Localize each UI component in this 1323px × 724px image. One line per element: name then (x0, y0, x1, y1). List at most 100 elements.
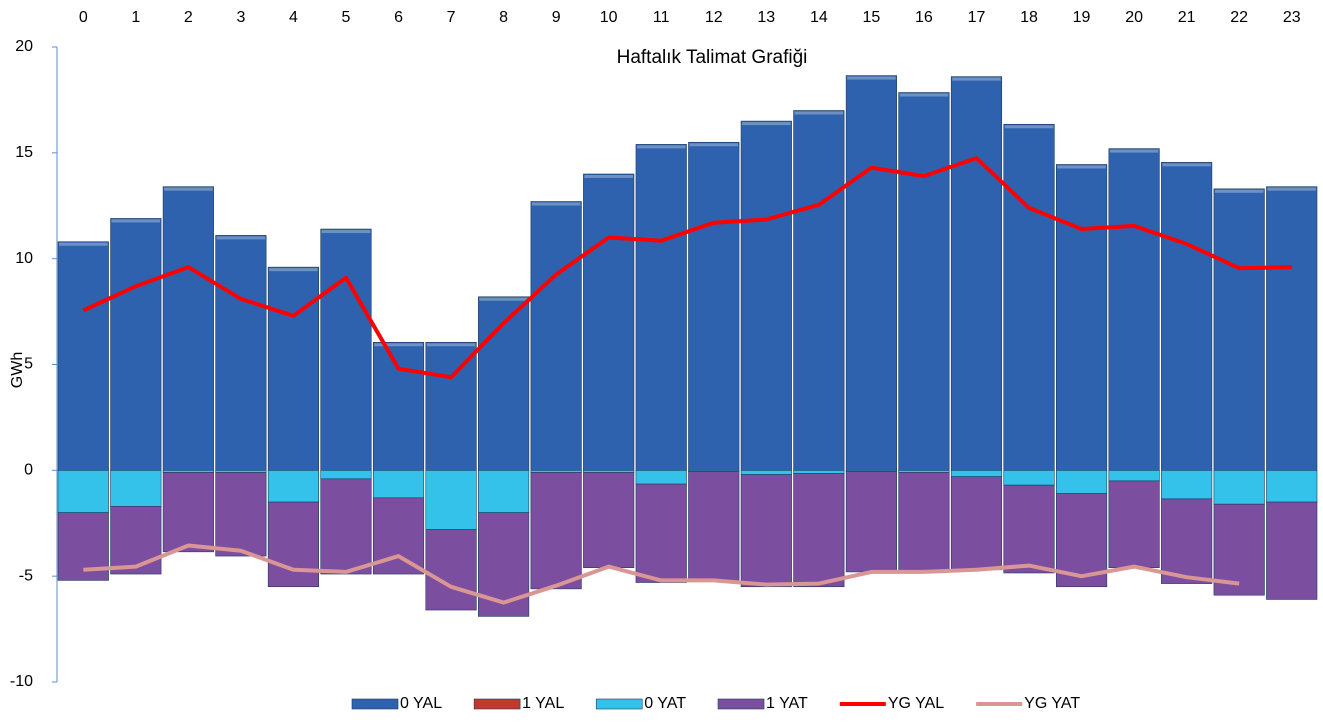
bar (583, 470, 635, 473)
bar-highlight (952, 77, 1001, 81)
bar (1003, 484, 1055, 574)
bar (215, 470, 267, 473)
bar (1108, 148, 1160, 471)
bar (950, 476, 1003, 571)
bar-highlight (636, 145, 686, 149)
y-tick-label: 5 (24, 356, 33, 373)
bar (845, 75, 897, 471)
bar (1003, 123, 1055, 471)
bar (425, 529, 477, 611)
x-tick-label: 6 (394, 9, 403, 26)
x-tick-label: 17 (968, 9, 986, 26)
bar (162, 472, 214, 553)
bar-highlight (847, 76, 896, 80)
bar (1266, 470, 1318, 503)
bar (215, 235, 267, 471)
line (83, 543, 1240, 605)
bar (57, 470, 109, 513)
legend-label: 0 YAT (644, 695, 686, 712)
y-axis-label: GWh (9, 352, 26, 388)
bar (635, 144, 687, 471)
bar (162, 470, 214, 473)
bar (1055, 164, 1108, 471)
bar (372, 341, 425, 471)
bar (57, 241, 109, 471)
bar (1161, 498, 1213, 584)
bar-highlight (742, 122, 791, 126)
bar (162, 186, 214, 471)
bar (740, 474, 792, 588)
y-tick-label: -10 (10, 673, 33, 690)
x-tick-label: 18 (1020, 9, 1038, 26)
bar (583, 173, 635, 471)
x-tick-label: 4 (289, 9, 298, 26)
bar (583, 472, 635, 569)
x-tick-label: 3 (236, 9, 245, 26)
x-tick-label: 14 (810, 9, 828, 26)
bar-highlight (216, 236, 266, 240)
bar (110, 506, 162, 575)
x-tick-label: 16 (915, 9, 933, 26)
bar (793, 470, 845, 474)
bar (1161, 470, 1213, 500)
chart-title: Haftalık Talimat Grafiği (617, 47, 808, 68)
bar (898, 92, 950, 471)
bar-highlight (1267, 187, 1316, 191)
bar (1108, 480, 1160, 568)
bar (635, 470, 687, 485)
legend-swatch (473, 698, 521, 710)
bar-highlight (164, 187, 213, 191)
bar (1108, 470, 1160, 482)
legend-swatch (351, 698, 399, 710)
bar (425, 470, 477, 530)
bar (1161, 162, 1213, 471)
bar (320, 228, 372, 471)
legend-label: 0 YAL (400, 695, 442, 712)
x-tick-label: 1 (131, 9, 140, 26)
bar-highlight (531, 202, 581, 206)
y-tick-label: -5 (19, 567, 33, 584)
bar-highlight (111, 219, 161, 223)
x-tick-label: 5 (342, 9, 351, 26)
bar-highlight (479, 297, 528, 301)
bar (372, 470, 425, 499)
bar-highlight (584, 175, 633, 178)
bar (898, 472, 950, 573)
bar (478, 470, 530, 513)
bar (1266, 186, 1318, 471)
x-tick-label: 23 (1283, 9, 1301, 26)
legend-label: 1 YAL (522, 695, 564, 712)
bar (267, 501, 320, 588)
bar-highlight (1057, 165, 1106, 169)
x-tick-label: 15 (862, 9, 880, 26)
bar (1213, 470, 1265, 505)
legend-swatch (595, 698, 643, 710)
bar-highlight (59, 242, 108, 246)
bar (1003, 470, 1055, 486)
bar (950, 470, 1003, 477)
x-tick-label: 10 (600, 9, 618, 26)
bar (110, 470, 162, 507)
y-tick-label: 20 (15, 38, 33, 55)
bar-highlight (1109, 149, 1159, 153)
bar (898, 470, 950, 473)
bar (320, 470, 372, 480)
x-tick-label: 20 (1125, 9, 1143, 26)
x-tick-label: 2 (184, 9, 193, 26)
legend-label: YG YAT (1024, 695, 1080, 712)
bar-highlight (269, 268, 318, 272)
bar-highlight (1162, 163, 1211, 167)
bar (110, 218, 162, 471)
bar (688, 471, 740, 582)
x-tick-label: 11 (653, 9, 670, 26)
x-tick-label: 7 (447, 9, 456, 26)
y-tick-label: 15 (15, 144, 33, 161)
bar (950, 76, 1003, 471)
bar (267, 266, 320, 471)
bar-highlight (794, 111, 844, 115)
bar-highlight (689, 143, 739, 147)
x-tick-label: 21 (1178, 9, 1196, 26)
y-tick-label: 0 (24, 462, 33, 479)
bar-highlight (374, 343, 423, 347)
bar (793, 473, 845, 588)
